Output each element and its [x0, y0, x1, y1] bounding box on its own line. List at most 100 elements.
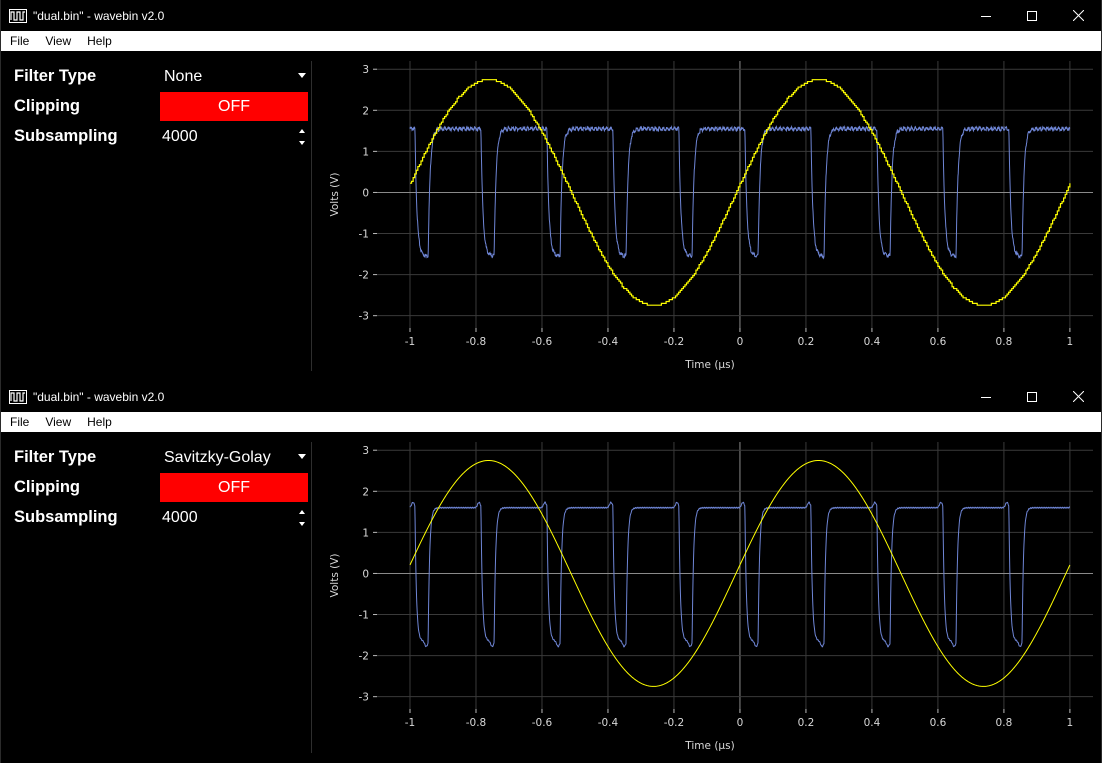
app-window-unfiltered: "dual.bin" - wavebin v2.0 File View Help…	[0, 0, 1102, 381]
series-sine-wave	[410, 79, 1071, 306]
x-tick-label: 0.4	[864, 336, 881, 348]
y-tick-label: -1	[359, 610, 369, 622]
close-icon	[1072, 10, 1084, 21]
filter-type-dropdown[interactable]: Savitzky-Golay	[160, 445, 310, 471]
subsampling-value: 4000	[162, 127, 198, 145]
subsampling-value: 4000	[162, 508, 198, 526]
menu-view[interactable]: View	[45, 415, 72, 429]
square-wave-icon	[9, 389, 27, 404]
y-tick-label: -1	[359, 229, 369, 241]
x-axis-label: Time (µs)	[684, 359, 734, 371]
clipping-toggle-button[interactable]: OFF	[160, 92, 308, 121]
spin-arrows-icon[interactable]	[298, 126, 306, 148]
title-bar[interactable]: "dual.bin" - wavebin v2.0	[1, 381, 1101, 412]
panel-divider[interactable]	[311, 442, 312, 753]
grid: -1 -0.8 -0.6 -0.4 -0.2 0 0.2 0.4 0.6 0.8 1 3 2 1 0 -1 -2…	[359, 442, 1093, 729]
menu-help[interactable]: Help	[87, 34, 112, 48]
filter-type-value: None	[164, 67, 203, 85]
y-tick-label: -2	[359, 651, 369, 663]
close-icon	[1072, 391, 1084, 402]
maximize-icon	[1027, 391, 1037, 402]
panel-divider[interactable]	[311, 61, 312, 371]
maximize-button[interactable]	[1009, 381, 1055, 412]
close-button[interactable]	[1055, 0, 1101, 31]
clipping-label: Clipping	[14, 478, 80, 496]
x-tick-label: 1	[1067, 336, 1074, 348]
subsampling-label: Subsampling	[14, 127, 118, 145]
y-tick-label: 0	[362, 187, 369, 199]
x-tick-label: 0.8	[996, 717, 1013, 729]
x-tick-label: -1	[405, 717, 415, 729]
waveform-plot[interactable]: -1 -0.8 -0.6 -0.4 -0.2 0 0.2 0.4 0.6 0.8 1 3 2 1 0 -1 -2…	[326, 51, 1101, 380]
grid: -1 -0.8 -0.6 -0.4 -0.2 0 0.2 0.4 0.6 0.8 1 3 2 1 0 -1 -2…	[359, 61, 1093, 348]
x-tick-label: 0.8	[996, 336, 1013, 348]
window-content: Filter Type Savitzky-Golay Clipping OFF …	[1, 432, 1101, 763]
menu-bar: File View Help	[1, 412, 1101, 432]
x-tick-label: -0.2	[664, 336, 685, 348]
minimize-button[interactable]	[963, 0, 1009, 31]
spin-arrows-icon[interactable]	[298, 507, 306, 529]
x-axis-label: Time (µs)	[684, 740, 734, 752]
square-wave-icon	[9, 8, 27, 23]
caret-down-icon	[298, 72, 306, 78]
subsampling-spinbox[interactable]: 4000	[160, 124, 310, 150]
y-axis-label: Volts (V)	[329, 553, 341, 597]
window-content: Filter Type None Clipping OFF Subsamplin…	[1, 51, 1101, 381]
x-tick-label: -1	[405, 336, 415, 348]
y-tick-label: -2	[359, 270, 369, 282]
y-tick-label: 0	[362, 568, 369, 580]
x-tick-label: 0.2	[798, 717, 815, 729]
series-square-wave	[409, 501, 1071, 648]
x-tick-label: 0.6	[930, 336, 947, 348]
x-tick-label: 0	[737, 336, 744, 348]
filter-type-dropdown[interactable]: None	[160, 64, 310, 90]
series-sine-wave	[409, 459, 1071, 687]
x-tick-label: 0.2	[798, 336, 815, 348]
menu-file[interactable]: File	[10, 34, 30, 48]
y-tick-label: 2	[362, 486, 369, 498]
waveform-plot[interactable]: -1 -0.8 -0.6 -0.4 -0.2 0 0.2 0.4 0.6 0.8 1 3 2 1 0 -1 -2…	[326, 432, 1101, 761]
menu-file[interactable]: File	[10, 415, 30, 429]
menu-view[interactable]: View	[45, 34, 72, 48]
y-tick-label: 2	[362, 105, 369, 117]
y-tick-label: 1	[362, 146, 369, 158]
y-tick-label: -3	[359, 311, 369, 323]
minimize-icon	[981, 15, 991, 17]
title-bar[interactable]: "dual.bin" - wavebin v2.0	[1, 0, 1101, 31]
x-tick-label: -0.4	[598, 717, 619, 729]
x-tick-label: 0.4	[864, 717, 881, 729]
menu-help[interactable]: Help	[87, 415, 112, 429]
clipping-toggle-button[interactable]: OFF	[160, 473, 308, 502]
app-window-filtered: "dual.bin" - wavebin v2.0 File View Help…	[0, 381, 1102, 763]
y-tick-label: 3	[362, 64, 369, 76]
maximize-button[interactable]	[1009, 0, 1055, 31]
y-tick-label: 1	[362, 527, 369, 539]
filter-type-label: Filter Type	[14, 67, 97, 85]
menu-bar: File View Help	[1, 31, 1101, 51]
x-tick-label: -0.8	[466, 717, 487, 729]
minimize-icon	[981, 396, 991, 398]
series-square-wave	[409, 124, 1071, 260]
close-button[interactable]	[1055, 381, 1101, 412]
caret-down-icon	[298, 453, 306, 459]
y-tick-label: -3	[359, 692, 369, 704]
x-tick-label: -0.8	[466, 336, 487, 348]
subsampling-label: Subsampling	[14, 508, 118, 526]
x-tick-label: -0.6	[532, 717, 553, 729]
settings-panel: Filter Type Savitzky-Golay Clipping OFF …	[1, 432, 311, 763]
y-axis-label: Volts (V)	[329, 172, 341, 216]
x-tick-label: -0.2	[664, 717, 685, 729]
filter-type-label: Filter Type	[14, 448, 97, 466]
window-title: "dual.bin" - wavebin v2.0	[33, 389, 165, 404]
x-tick-label: -0.4	[598, 336, 619, 348]
x-tick-label: 0.6	[930, 717, 947, 729]
settings-panel: Filter Type None Clipping OFF Subsamplin…	[1, 51, 311, 381]
minimize-button[interactable]	[963, 381, 1009, 412]
maximize-icon	[1027, 10, 1037, 21]
filter-type-value: Savitzky-Golay	[164, 448, 271, 466]
x-tick-label: -0.6	[532, 336, 553, 348]
clipping-label: Clipping	[14, 97, 80, 115]
x-tick-label: 1	[1067, 717, 1074, 729]
subsampling-spinbox[interactable]: 4000	[160, 505, 310, 531]
window-title: "dual.bin" - wavebin v2.0	[33, 8, 165, 23]
